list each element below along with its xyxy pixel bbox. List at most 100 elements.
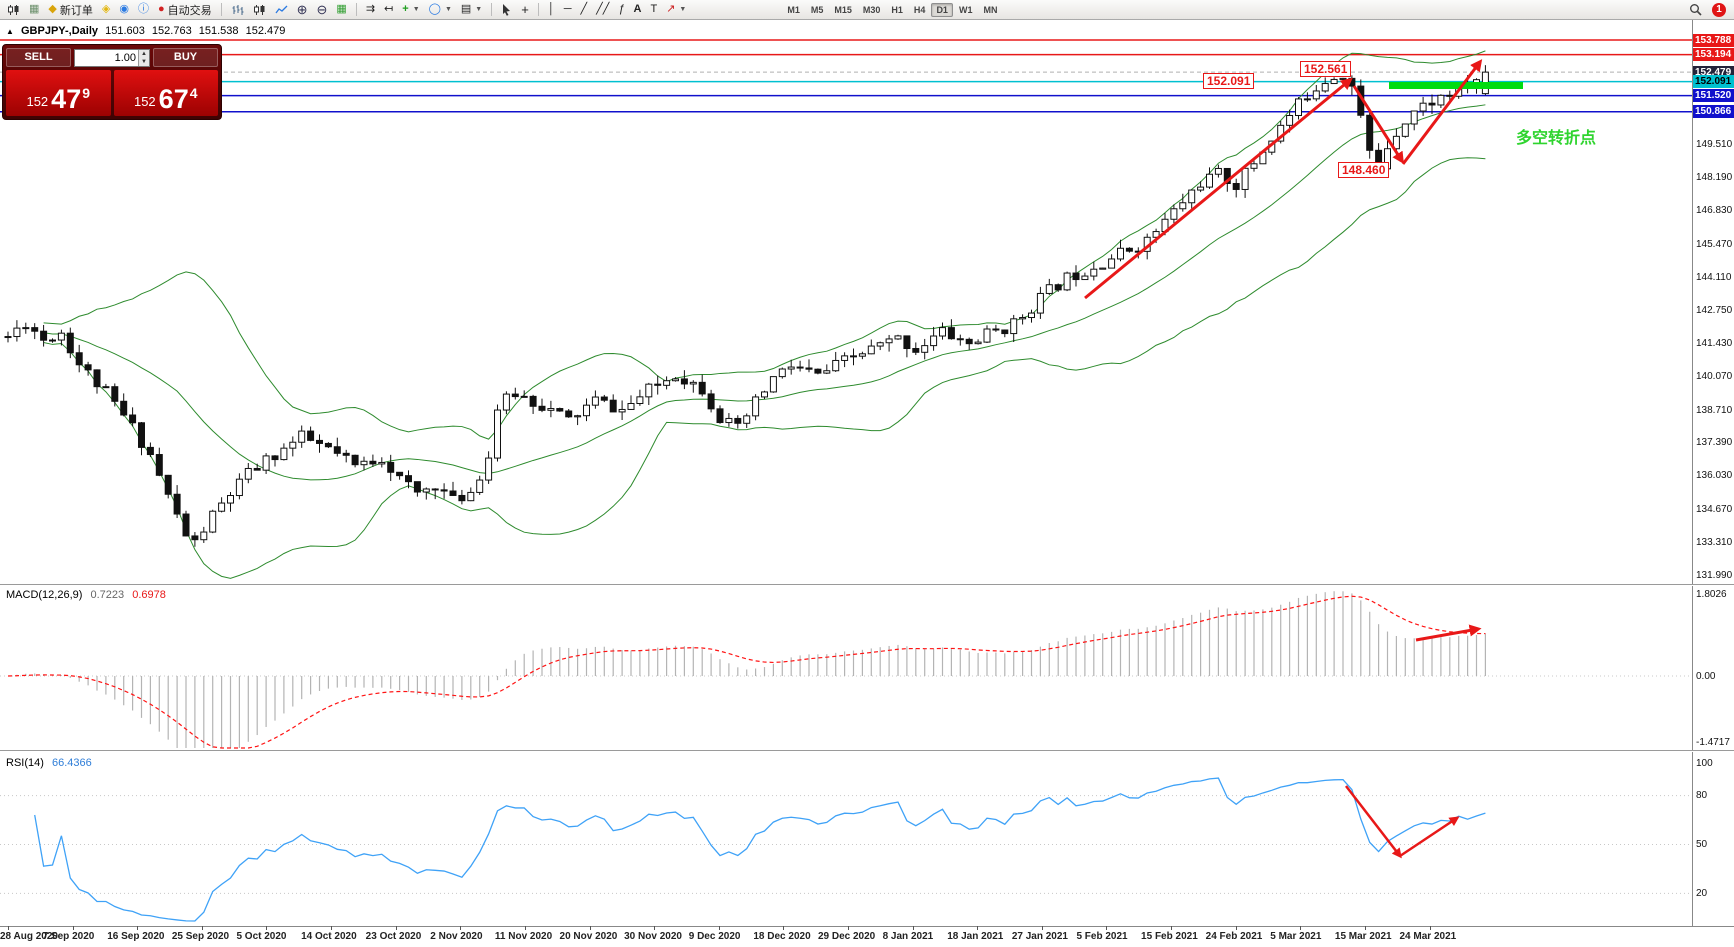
channel-tool[interactable]: ╱╱ [593, 1, 612, 18]
volume-down-button[interactable]: ▼ [139, 57, 149, 66]
buy-header-button[interactable]: BUY [153, 48, 218, 67]
chart-settings-button[interactable]: ▤ ▼ [458, 1, 485, 18]
panel-expand-icon[interactable]: ▲ [6, 27, 14, 36]
label-icon: T [650, 3, 658, 15]
arrows-tool[interactable]: ↗ ▼ [663, 1, 689, 18]
line-chart-icon [275, 5, 288, 13]
date-tick [1041, 926, 1043, 930]
timeframe-H1[interactable]: H1 [891, 4, 903, 15]
auto-trading-label: 自动交易 [167, 4, 212, 17]
price-axis-tag: 153.788 [1693, 33, 1734, 47]
new-chart-button[interactable] [4, 1, 23, 18]
price-axis-tag: 153.194 [1693, 48, 1734, 62]
main-toolbar: ▦ ◆ 新订单 ◈ ◉ ⓘ ● 自动交易 ⊕ ⊖ ▦ ⇉ ↤ + ▼ ◯ ▼ ▤ ▼ + … [0, 0, 1734, 20]
vertical-line-tool[interactable]: │ [545, 1, 558, 18]
date-axis-label: 5 Feb 2021 [1076, 931, 1128, 942]
one-click-trading-panel: SELL 1.00 ▲ ▼ BUY 152 47 9 152 67 4 [2, 44, 222, 120]
zoom-in-button[interactable]: ⊕ [294, 1, 311, 18]
price-axis-tag: 150.866 [1693, 105, 1734, 119]
price-callout[interactable]: 152.091 [1203, 72, 1255, 89]
timeframe-M30[interactable]: M30 [862, 4, 881, 15]
annotation-text[interactable]: 多空转折点 [1516, 130, 1597, 147]
date-tick [460, 926, 462, 930]
fibonacci-tool[interactable]: ƒ [615, 1, 627, 18]
panel-separator-macd[interactable] [0, 584, 1734, 586]
panel-separator-rsi[interactable] [0, 750, 1734, 752]
price-chart-canvas[interactable] [0, 0, 1692, 947]
timeframe-M5[interactable]: M5 [810, 4, 824, 15]
date-axis-label: 8 Jan 2021 [882, 931, 934, 942]
date-tick [847, 926, 849, 930]
timeframe-M1[interactable]: M1 [787, 4, 800, 15]
price-axis-label: 134.670 [1696, 503, 1733, 515]
timeframe-D1[interactable]: D1 [931, 2, 953, 17]
chevron-down-icon: ▼ [444, 6, 452, 13]
info-icon: ⓘ [137, 3, 149, 15]
date-axis-label: 24 Feb 2021 [1205, 931, 1263, 942]
timeframe-toolbar: M1 M5 M15 M30 H1 H4 D1 W1 MN [782, 2, 1002, 17]
date-tick [331, 926, 333, 930]
date-tick [395, 926, 397, 930]
crosshair-button[interactable]: + [518, 1, 532, 18]
bar-chart-button[interactable] [228, 1, 247, 18]
auto-trading-button[interactable]: ● 自动交易 [155, 1, 215, 18]
buy-price-big: 67 [158, 84, 189, 114]
metaeditor-button[interactable]: ◈ [99, 1, 113, 18]
date-tick [1364, 926, 1366, 930]
hline-icon: ─ [563, 3, 572, 15]
buy-price-button[interactable]: 152 67 4 [113, 70, 218, 116]
algo-trading-button[interactable]: ◉ [116, 1, 132, 18]
cursor-icon [503, 4, 511, 16]
crosshair-icon: + [521, 2, 529, 17]
zoom-out-button[interactable]: ⊖ [314, 1, 331, 18]
cursor-button[interactable] [498, 1, 515, 18]
price-axis-label: 145.470 [1696, 238, 1733, 250]
quote-high: 152.763 [151, 25, 192, 37]
candle-chart-button[interactable] [250, 1, 269, 18]
macd-axis-label: -1.4717 [1696, 737, 1730, 749]
text-tool[interactable]: A [631, 1, 645, 18]
price-axis[interactable] [1692, 20, 1734, 926]
sell-price-pip: 9 [82, 85, 91, 101]
trendline-tool[interactable]: ╱ [578, 1, 591, 18]
price-axis-label: 138.710 [1696, 404, 1733, 416]
volume-up-button[interactable]: ▲ [139, 49, 149, 58]
price-axis-label: 149.510 [1696, 139, 1733, 151]
date-axis-label: 28 Aug 2020 [0, 931, 58, 942]
date-axis[interactable] [0, 926, 1734, 947]
new-order-icon: ◆ [48, 3, 57, 15]
objects-button[interactable]: ◯ ▼ [426, 1, 455, 18]
macd-label: MACD(12,26,9) [6, 589, 83, 601]
info-button[interactable]: ⓘ [135, 1, 152, 18]
label-tool[interactable]: T [647, 1, 660, 18]
volume-value: 1.00 [114, 51, 136, 64]
notification-badge[interactable]: 1 [1712, 2, 1726, 17]
toolbar-separator [537, 3, 539, 16]
price-callout[interactable]: 152.561 [1300, 61, 1352, 78]
timeframe-H4[interactable]: H4 [913, 4, 926, 15]
algo-icon: ◉ [119, 3, 129, 15]
auto-scroll-button[interactable]: ⇉ [363, 1, 378, 18]
date-tick [589, 926, 591, 930]
profiles-button[interactable]: ▦ [26, 1, 42, 18]
date-tick [72, 926, 74, 930]
line-chart-button[interactable] [272, 1, 291, 18]
date-axis-label: 24 Mar 2021 [1399, 931, 1457, 942]
price-callout[interactable]: 148.460 [1338, 161, 1390, 178]
price-axis-label: 142.750 [1696, 305, 1733, 317]
chart-shift-button[interactable]: ↤ [381, 1, 396, 18]
timeframe-W1[interactable]: W1 [958, 4, 973, 15]
timeframe-M15[interactable]: M15 [834, 4, 852, 15]
rsi-axis-label: 100 [1696, 757, 1713, 769]
search-button[interactable] [1686, 1, 1705, 18]
new-order-button[interactable]: ◆ 新订单 [45, 1, 95, 18]
sell-header-button[interactable]: SELL [6, 48, 71, 67]
volume-field[interactable]: 1.00 ▲ ▼ [74, 48, 150, 67]
date-axis-label: 25 Sep 2020 [171, 931, 230, 942]
indicators-button[interactable]: + ▼ [399, 1, 422, 18]
sell-price-button[interactable]: 152 47 9 [6, 70, 111, 116]
tile-windows-button[interactable]: ▦ [333, 1, 349, 18]
horizontal-line-tool[interactable]: ─ [561, 1, 575, 18]
circle-object-icon: ◯ [428, 3, 441, 15]
timeframe-MN[interactable]: MN [983, 4, 998, 15]
